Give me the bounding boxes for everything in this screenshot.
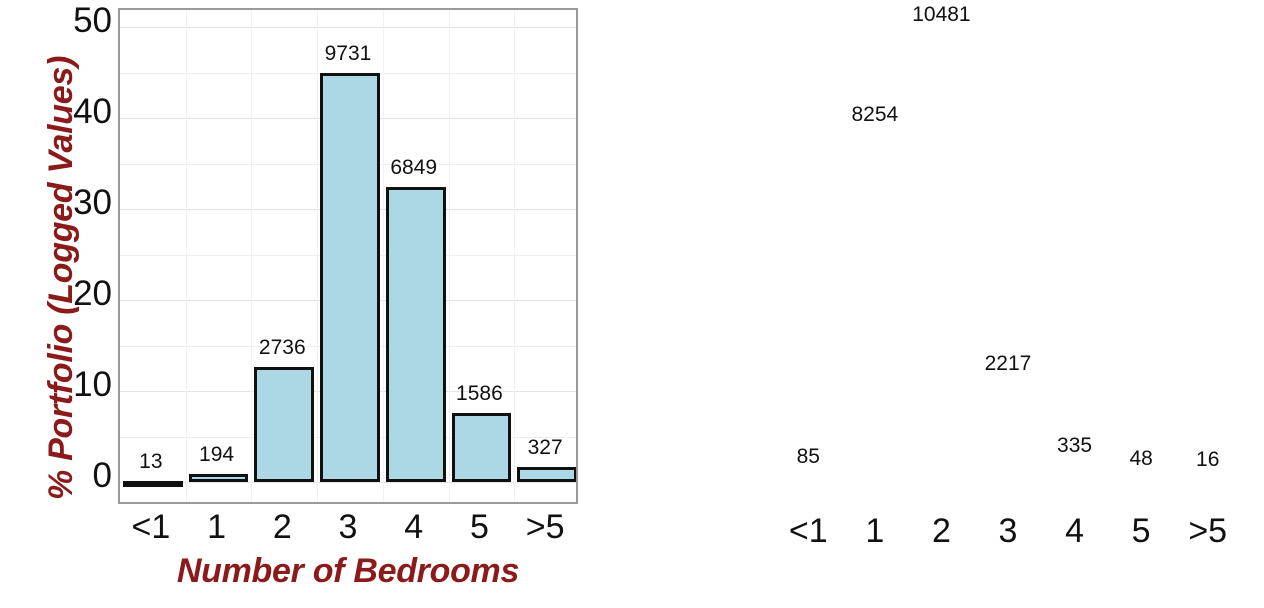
gridline-vertical <box>449 10 450 502</box>
x-tick-label: <1 <box>788 512 828 550</box>
bar <box>188 473 249 482</box>
gridline-vertical <box>251 10 252 502</box>
y-tick-label: 50 <box>73 1 112 40</box>
y-tick-label: 30 <box>73 183 112 222</box>
gridline-vertical <box>186 10 187 502</box>
bar-value-label: 8254 <box>851 103 899 127</box>
bar-value-label: 16 <box>1196 448 1220 472</box>
bar <box>517 467 576 482</box>
x-tick-label: >5 <box>525 508 565 546</box>
gridline-vertical <box>383 10 384 502</box>
chart-panel-bathrooms: % Portfolio (Logged Values) Number of Ba… <box>632 0 1264 608</box>
bar-value-label: 13 <box>139 450 163 474</box>
gridline-vertical <box>514 10 515 502</box>
bar-value-label: 48 <box>1129 447 1153 471</box>
bar-value-label: 10481 <box>912 3 971 27</box>
x-tick-label: 3 <box>998 512 1018 550</box>
gridline-horizontal <box>120 482 576 483</box>
gridline-vertical <box>317 10 318 502</box>
plot-area-bedrooms <box>118 8 578 504</box>
bar-value-label: 335 <box>1057 433 1093 457</box>
bar-value-label: 85 <box>796 445 820 469</box>
bar <box>254 367 315 482</box>
bar-value-label: 6849 <box>390 156 438 180</box>
bar-value-label: 9731 <box>324 41 372 65</box>
x-tick-label: 1 <box>865 512 885 550</box>
x-tick-label: 4 <box>404 508 424 546</box>
x-tick-label: >5 <box>1188 512 1228 550</box>
bar-value-label: 327 <box>527 436 563 460</box>
bar <box>385 187 446 482</box>
y-tick-label: 10 <box>73 365 112 404</box>
y-tick-label: 20 <box>73 274 112 313</box>
x-tick-label: <1 <box>131 508 171 546</box>
bar-value-label: 1586 <box>456 381 503 405</box>
gridline-horizontal <box>120 27 576 28</box>
x-tick-label: 2 <box>931 512 951 550</box>
bar-value-label: 194 <box>199 442 235 466</box>
bar-value-label: 2736 <box>258 336 306 360</box>
bar <box>451 412 512 482</box>
bar-value-label: 2217 <box>984 351 1032 375</box>
bar <box>123 481 183 488</box>
x-tick-label: 5 <box>1131 512 1151 550</box>
x-axis-title-bedrooms: Number of Bedrooms <box>176 552 520 590</box>
x-tick-label: 1 <box>207 508 227 546</box>
chart-panel-bedrooms: % Portfolio (Logged Values) Number of Be… <box>42 1 578 590</box>
x-tick-label: 4 <box>1065 512 1085 550</box>
bar <box>320 72 380 482</box>
bar-series-bedrooms <box>120 10 576 502</box>
x-tick-label: 5 <box>469 508 489 546</box>
y-tick-label: 0 <box>92 456 112 495</box>
x-tick-label: 2 <box>272 508 292 546</box>
y-tick-label: 40 <box>73 92 112 131</box>
x-tick-label: 3 <box>338 508 358 546</box>
